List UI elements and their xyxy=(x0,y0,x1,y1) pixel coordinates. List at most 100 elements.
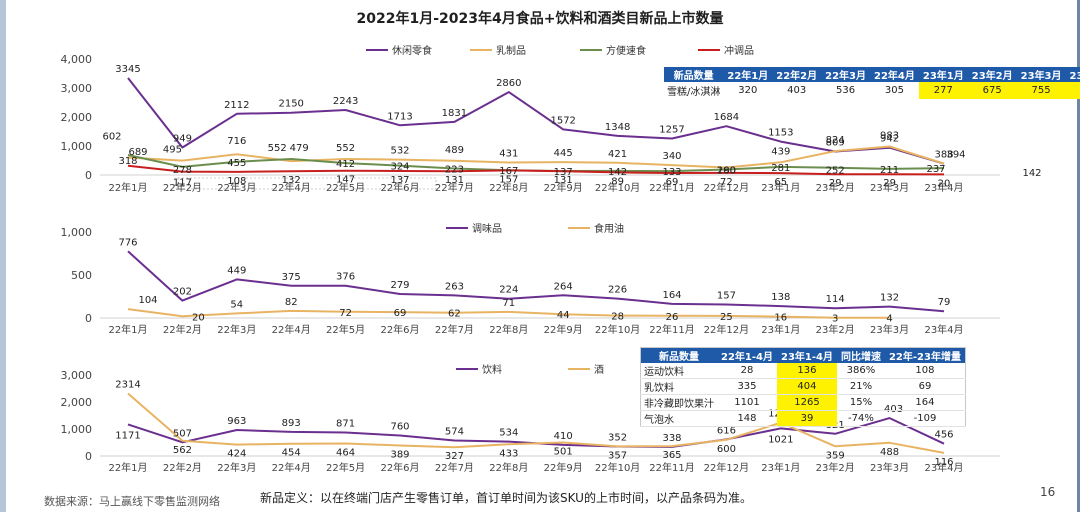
table-cell-highlighted: 1265 xyxy=(776,394,837,411)
chart2-data-label: 44 xyxy=(557,310,570,321)
chart1-data-label: 3345 xyxy=(115,64,140,75)
ice-cream-table-header: 新品数量 22年1月 22年2月 22年3月 22年4月 23年1月 23年2月… xyxy=(664,67,1080,82)
chart3-data-label: 562 xyxy=(173,445,192,456)
chart3-data-label: 893 xyxy=(282,418,301,429)
chart1-data-label: 223 xyxy=(445,165,464,176)
ice-cream-table-header-cell: 22年4月 xyxy=(870,67,919,82)
chart3-data-label: 488 xyxy=(880,447,899,458)
chart3-data-label: 600 xyxy=(717,444,736,455)
chart1-x-tick-label: 23年3月 xyxy=(870,181,909,194)
chart1-data-label: 1713 xyxy=(387,111,412,122)
chart3-data-label: 574 xyxy=(445,427,464,438)
chart1-data-label: 421 xyxy=(608,149,627,160)
chart1-legend-label: 冲调品 xyxy=(724,44,754,57)
chart1-data-label: 1684 xyxy=(714,112,739,123)
ice-cream-table-header-cell: 23年4月 xyxy=(1065,67,1080,82)
chart3-x-tick-label: 22年9月 xyxy=(544,461,583,474)
table-cell-highlighted: 277 xyxy=(918,82,968,99)
table-row-label: 雪糕/冰淇淋 xyxy=(667,87,721,98)
chart1-data-label: 1348 xyxy=(605,122,630,133)
chart3-x-tick-label: 23年4月 xyxy=(924,461,963,474)
chart3-data-label: 359 xyxy=(826,450,845,461)
beverage-table-header: 新品数量 22年1-4月 23年1-4月 同比增速 22年-23年增量 xyxy=(640,347,966,363)
table-cell: 320 xyxy=(738,85,758,96)
chart1-data-label: 479 xyxy=(290,143,309,154)
chart3-data-label: 327 xyxy=(445,451,464,462)
chart1-data-label: 1257 xyxy=(659,125,684,136)
chart2-data-label: 20 xyxy=(192,312,205,323)
ice-cream-table-header-cell: 22年2月 xyxy=(772,67,822,82)
chart1-y-tick-label: 3,000 xyxy=(61,82,93,95)
chart1-data-label: 281 xyxy=(771,163,790,174)
chart3-data-label: 760 xyxy=(390,421,409,432)
chart1-data-label: 824 xyxy=(826,135,845,146)
page-number: 16 xyxy=(1040,485,1056,499)
chart1-series-line-1 xyxy=(127,77,945,165)
chart3-x-tick-label: 22年4月 xyxy=(272,461,311,474)
chart3-x-tick-label: 22年3月 xyxy=(217,461,256,474)
table-cell: 335 xyxy=(717,378,777,395)
beverage-table-header-cell: 同比增速 xyxy=(836,347,885,363)
chart3-legend-label: 饮料 xyxy=(482,363,502,376)
chart1-data-label: 602 xyxy=(102,132,121,143)
chart2-data-label: 449 xyxy=(227,265,246,276)
chart1-data-label: 552 xyxy=(268,143,287,154)
beverage-table-header-cell: 22年1-4月 xyxy=(717,347,777,363)
chart2-x-tick-label: 22年1月 xyxy=(108,323,147,336)
chart1-data-label: 949 xyxy=(173,133,192,144)
chart1-x-tick-label: 22年11月 xyxy=(649,181,694,194)
chart1-y-tick-label: 1,000 xyxy=(61,140,93,153)
chart2-data-label: 138 xyxy=(771,292,790,303)
chart2-x-tick-label: 22年2月 xyxy=(163,323,202,336)
chart1-data-label: 983 xyxy=(880,130,899,141)
ice-cream-table-header-cell: 23年2月 xyxy=(967,67,1017,82)
chart1-data-label: 131 xyxy=(554,175,573,186)
table-cell: 1101 xyxy=(717,394,777,411)
chart2-x-tick-label: 22年9月 xyxy=(544,323,583,336)
data-source: 数据来源：马上赢线下零售监测网络 xyxy=(44,495,220,508)
table-cell: 108 xyxy=(884,363,966,379)
chart2-x-tick-label: 22年8月 xyxy=(489,323,528,336)
new-product-definition-note: 新品定义：以在终端门店产生零售订单，首订单时间为该SKU的上市时间，以产品条码为… xyxy=(260,491,752,505)
chart2-x-tick-label: 22年11月 xyxy=(649,323,694,336)
chart1-data-label: 137 xyxy=(390,175,409,186)
left-edge-bar xyxy=(0,0,6,512)
table-cell: 21% xyxy=(836,378,885,395)
chart1-x-tick-label: 22年6月 xyxy=(380,181,419,194)
chart2-data-label: 264 xyxy=(554,281,573,292)
chart2-x-tick-label: 22年12月 xyxy=(704,323,749,336)
chart3-x-tick-label: 22年11月 xyxy=(649,461,694,474)
chart1-x-tick-label: 23年1月 xyxy=(761,181,800,194)
page-title: 2022年1月-2023年4月食品+饮料和酒类目新品上市数量 xyxy=(356,11,724,27)
chart2-data-label: 16 xyxy=(774,313,787,324)
chart1-data-label: 132 xyxy=(282,175,301,186)
chart1-data-label: 72 xyxy=(720,177,733,188)
beverage-table-header-cell: 22年-23年增量 xyxy=(884,347,966,363)
table-cell-highlighted: 675 xyxy=(967,82,1017,99)
table-row-label: 乳饮料 xyxy=(640,378,717,395)
chart2-data-label: 3 xyxy=(832,314,838,325)
chart1-data-label: 137 xyxy=(554,167,573,178)
ice-cream-table: 新品数量 22年1月 22年2月 22年3月 22年4月 23年1月 23年2月… xyxy=(664,67,1080,99)
ice-cream-table-header-cell: 22年3月 xyxy=(821,67,870,82)
chart2-x-tick-label: 22年6月 xyxy=(380,323,419,336)
chart3-data-label: 357 xyxy=(608,450,627,461)
chart3-legend-label: 酒 xyxy=(594,364,604,376)
chart2-data-label: 164 xyxy=(662,290,681,301)
chart2-x-tick-label: 23年4月 xyxy=(924,323,963,336)
table-cell: 536 xyxy=(836,85,856,96)
chart1-x-tick-label: 22年12月 xyxy=(704,181,749,194)
chart3-x-tick-label: 22年6月 xyxy=(380,461,419,474)
chart2-x-tick-label: 22年7月 xyxy=(435,323,474,336)
chart1-data-label: 142 xyxy=(608,167,627,178)
chart3-data-label: 871 xyxy=(336,418,355,429)
chart3-x-tick-label: 22年7月 xyxy=(435,461,474,474)
chart3-data-label: 1021 xyxy=(768,434,793,445)
chart3-x-tick-label: 23年2月 xyxy=(816,461,855,474)
table-cell: 305 xyxy=(884,85,904,96)
chart1-data-label: 439 xyxy=(771,146,790,157)
chart2-data-label: 72 xyxy=(339,308,352,319)
beverage-table-header-cell: 新品数量 xyxy=(640,347,717,363)
chart3-x-tick-label: 22年2月 xyxy=(163,461,202,474)
chart3-y-tick-label: 3,000 xyxy=(61,369,93,382)
